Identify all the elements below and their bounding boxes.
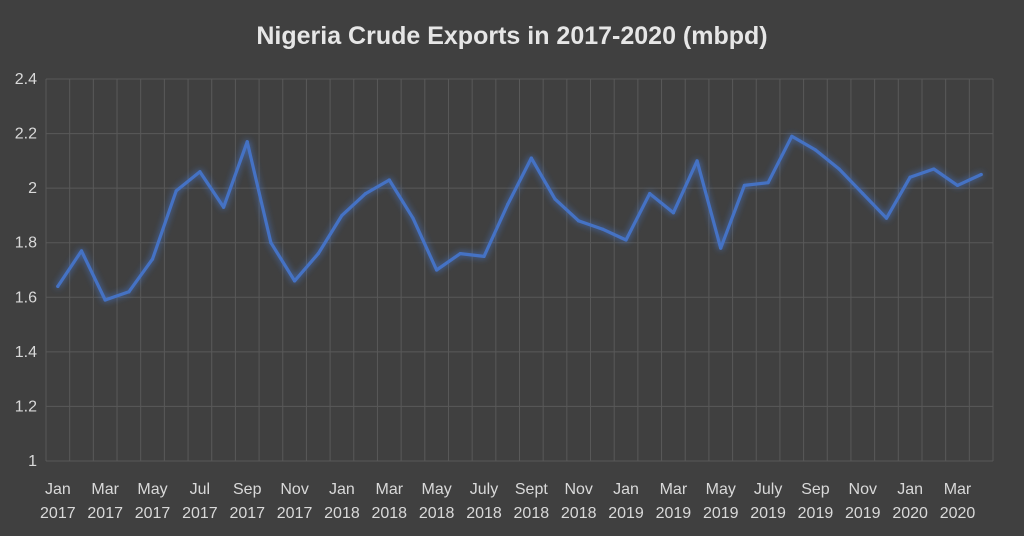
chart-title: Nigeria Crude Exports in 2017-2020 (mbpd… [256,22,767,50]
x-tick-month: Sep [801,481,830,498]
data-point [813,148,818,152]
data-point [127,290,131,294]
data-point [269,241,273,245]
series [56,134,983,302]
data-point [79,249,84,253]
x-tick-year: 2020 [892,505,928,522]
data-point [837,167,841,171]
y-tick-label: 1 [28,453,37,470]
y-tick-label: 2.4 [15,71,37,88]
x-tick-month: July [754,481,782,498]
x-tick-year: 2018 [561,505,597,522]
x-tick-year: 2019 [750,505,786,522]
x-tick-month: Nov [280,481,308,498]
y-tick-label: 1.6 [15,289,37,306]
data-point [979,172,983,177]
data-point [364,192,368,196]
data-point [955,183,960,188]
data-point [529,156,533,160]
data-point [908,175,912,179]
x-tick-year: 2019 [703,505,739,522]
data-point [719,246,723,250]
x-tick-year: 2018 [466,505,502,522]
x-tick-month: Jul [190,481,210,498]
x-tick-month: Jan [329,481,355,498]
data-point [790,134,794,138]
x-tick-month: May [706,481,736,498]
x-tick-year: 2018 [371,505,407,522]
data-point [482,254,486,258]
data-point [766,181,770,185]
series-line [56,134,983,302]
data-point [56,284,60,288]
x-tick-year: 2017 [135,505,171,522]
y-tick-label: 1.8 [15,235,37,252]
x-tick-year: 2017 [182,505,218,522]
data-point [600,227,604,231]
data-point [506,202,510,207]
x-tick-month: Mar [944,481,972,498]
x-tick-month: May [422,481,452,498]
data-point [292,279,297,283]
x-tick-year: 2018 [419,505,455,522]
x-tick-year: 2018 [514,505,550,522]
x-tick-month: Nov [564,481,592,498]
data-point [435,268,439,272]
data-point [671,211,675,215]
data-point [340,213,344,218]
x-tick-year: 2017 [229,505,265,522]
y-tick-label: 1.4 [15,344,37,361]
x-tick-month: Mar [91,481,119,498]
data-point [884,216,889,220]
data-point [198,170,202,174]
grid [45,78,994,462]
x-tick-month: Jan [45,481,71,498]
x-tick-month: Jan [897,481,923,498]
x-tick-year: 2019 [798,505,834,522]
data-point [411,216,415,220]
x-tick-year: 2019 [608,505,644,522]
data-point [861,192,865,196]
data-point [316,252,320,256]
data-point [221,205,226,209]
x-tick-month: Mar [376,481,404,498]
x-tick-year: 2020 [940,505,976,522]
x-tick-year: 2017 [277,505,313,522]
data-point [577,219,581,223]
data-point [150,257,155,261]
data-point [245,140,249,144]
data-point [695,159,699,163]
data-point [624,238,628,242]
x-tick-month: July [470,481,498,498]
x-tick-month: Sep [233,481,262,498]
y-tick-label: 1.2 [15,398,37,415]
x-tick-year: 2019 [656,505,692,522]
x-tick-month: May [137,481,167,498]
data-point [458,252,462,256]
data-point [387,178,391,182]
x-tick-year: 2017 [87,505,123,522]
x-tick-month: Mar [660,481,688,498]
x-tick-month: Jan [613,481,639,498]
y-tick-label: 2.2 [15,126,37,143]
y-tick-label: 2 [28,180,37,197]
x-tick-year: 2019 [845,505,881,522]
data-point [932,167,936,171]
data-point [103,298,107,302]
data-point [648,192,652,196]
x-tick-month: Sept [515,481,548,498]
x-tick-year: 2018 [324,505,360,522]
y-axis-ticks: 1 1.2 1.4 1.6 1.8 2 2.2 2.4 [15,71,37,470]
x-tick-year: 2017 [40,505,76,522]
data-point [742,183,747,188]
x-axis-ticks: Jan 2017 Mar 2017 May 2017 Jul 2017 Sep 2017 Nov 20… [40,481,975,522]
data-point [553,197,557,201]
x-tick-month: Nov [849,481,877,498]
data-point [174,189,178,193]
